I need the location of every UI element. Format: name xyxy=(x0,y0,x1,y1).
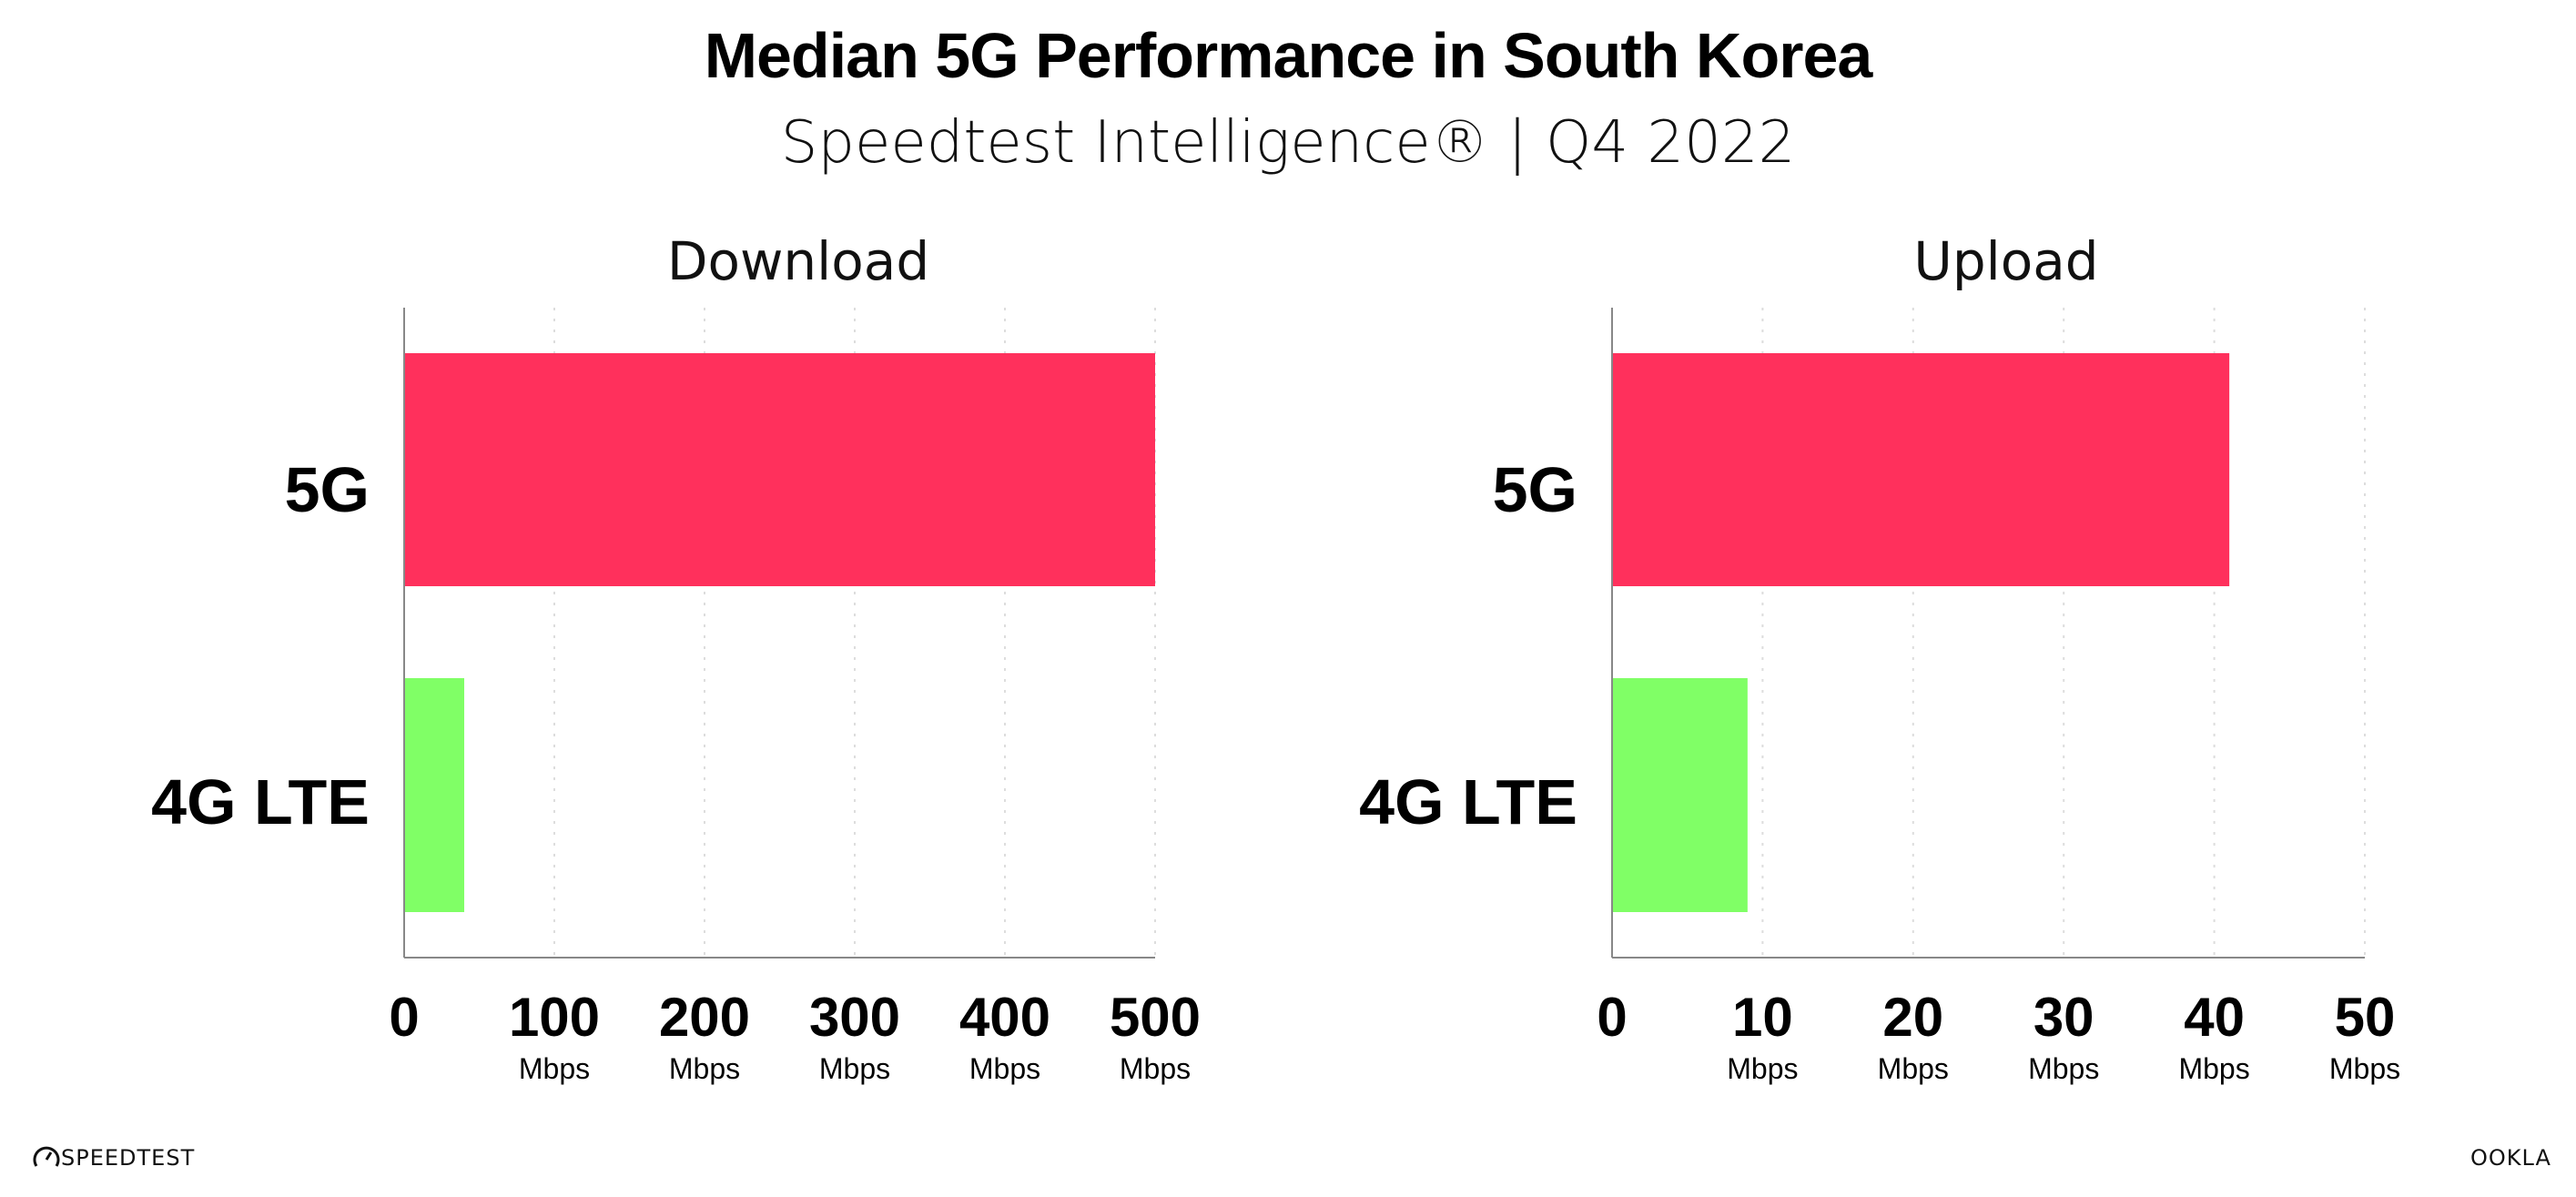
download-tick-label: 500 xyxy=(1110,987,1201,1048)
chart-title: Median 5G Performance in South Korea xyxy=(705,20,1874,91)
download-tick-label: 0 xyxy=(389,987,419,1048)
speedometer-icon xyxy=(33,1146,60,1167)
ookla-logo-text: OOKLA xyxy=(2470,1145,2551,1171)
upload-panel: Upload 0 10 Mbps 20 Mbps 30 Mbps 40 Mbps 50 Mbps 5G… xyxy=(1359,230,2400,1085)
download-panel: Download 0 100 Mbps 200 Mbps 300 Mbps 400 Mbps 50… xyxy=(151,230,1201,1085)
upload-tick-unit: Mbps xyxy=(1727,1052,1798,1085)
download-tick-unit: Mbps xyxy=(1120,1052,1191,1085)
download-bar-4g-lte xyxy=(404,678,464,912)
ookla-logo: OOKLA xyxy=(2470,1145,2551,1171)
upload-tick-label: 30 xyxy=(2033,987,2094,1048)
download-bar-5g xyxy=(404,353,1155,586)
download-panel-title: Download xyxy=(667,230,929,292)
upload-tick-unit: Mbps xyxy=(2178,1052,2249,1085)
download-tick-label: 200 xyxy=(659,987,750,1048)
upload-bar-5g xyxy=(1612,353,2230,586)
download-tick-unit: Mbps xyxy=(969,1052,1040,1085)
upload-tick-label: 20 xyxy=(1882,987,1943,1048)
download-tick-unit: Mbps xyxy=(669,1052,740,1085)
download-tick-label: 100 xyxy=(509,987,600,1048)
download-tick-label: 300 xyxy=(809,987,900,1048)
chart-subtitle: Speedtest Intelligence® | Q4 2022 xyxy=(781,109,1796,177)
upload-tick-unit: Mbps xyxy=(2028,1052,2099,1085)
download-tick-unit: Mbps xyxy=(519,1052,590,1085)
speedometer-needle-icon xyxy=(45,1151,53,1161)
download-tick-label: 400 xyxy=(959,987,1050,1048)
upload-tick-label: 50 xyxy=(2335,987,2396,1048)
upload-tick-unit: Mbps xyxy=(1878,1052,1949,1085)
upload-bar-4g-lte xyxy=(1612,678,1748,912)
download-tick-unit: Mbps xyxy=(819,1052,890,1085)
speedtest-logo: SPEEDTEST xyxy=(33,1145,195,1171)
upload-tick-unit: Mbps xyxy=(2329,1052,2400,1085)
upload-tick-label: 0 xyxy=(1597,987,1627,1048)
upload-panel-title: Upload xyxy=(1913,230,2098,292)
speedtest-logo-text: SPEEDTEST xyxy=(61,1145,195,1171)
download-category-label: 4G LTE xyxy=(151,766,370,837)
upload-category-label: 4G LTE xyxy=(1359,766,1577,837)
upload-tick-label: 10 xyxy=(1732,987,1793,1048)
download-category-label: 5G xyxy=(285,454,370,525)
upload-category-label: 5G xyxy=(1493,454,1577,525)
upload-tick-label: 40 xyxy=(2184,987,2245,1048)
